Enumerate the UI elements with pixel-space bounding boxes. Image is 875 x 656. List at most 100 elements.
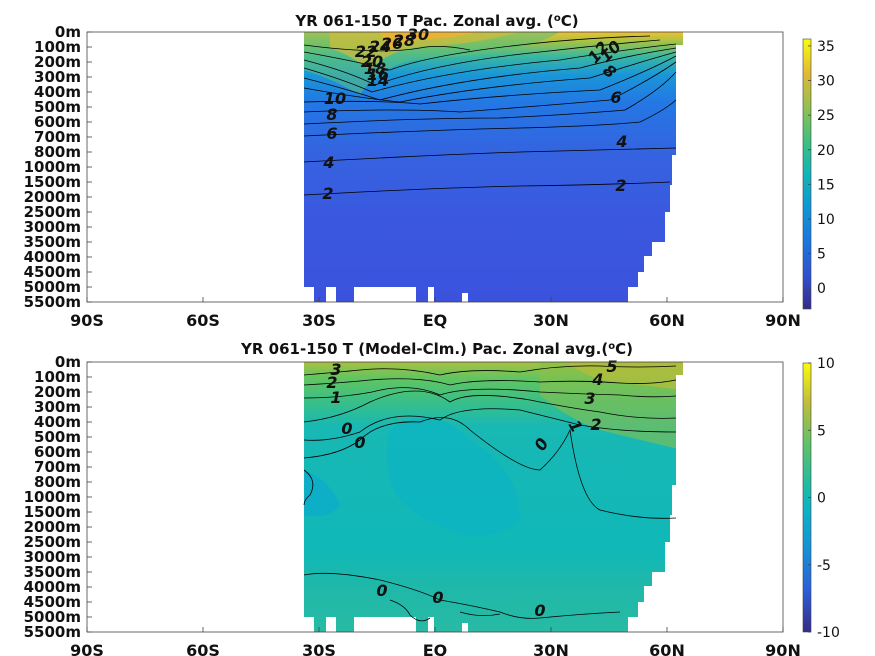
contour-label: 0 xyxy=(354,433,365,452)
colorbar-tick-label: 20 xyxy=(817,143,835,159)
y-tick-label: 700m xyxy=(34,458,81,476)
contour-label: 4 xyxy=(591,370,603,389)
y-tick-label: 5000m xyxy=(24,278,81,296)
contour-label: 4 xyxy=(322,153,334,172)
y-tick-label: 3500m xyxy=(24,563,81,581)
x-tick-label: 90S xyxy=(70,311,104,330)
y-tick-label: 5000m xyxy=(24,608,81,626)
colorbar: 10 5 0 -5 -10 xyxy=(802,356,840,641)
y-tick-label: 2000m xyxy=(24,188,81,206)
x-tick-label: 60N xyxy=(649,311,685,330)
y-tick-label: 2000m xyxy=(24,518,81,536)
y-tick-label: 5500m xyxy=(24,293,81,311)
colorbar-tick-label: 15 xyxy=(817,177,835,193)
x-tick-label: 90N xyxy=(765,311,801,330)
contour-label: 5 xyxy=(606,357,617,376)
y-tick-label: 600m xyxy=(34,443,81,461)
contour-label: 4 xyxy=(615,132,627,151)
x-axis-latitude: 90S 60S 30S EQ 30N 60N 90N xyxy=(70,297,801,330)
x-tick-label: 30N xyxy=(533,311,569,330)
y-tick-label: 100m xyxy=(34,368,81,386)
y-tick-label: 3000m xyxy=(24,548,81,566)
y-tick-label: 500m xyxy=(34,428,81,446)
contour-label: 10 xyxy=(324,89,346,108)
contour-label: 1 xyxy=(330,388,341,407)
x-tick-label: 60S xyxy=(186,641,220,656)
y-tick-label: 700m xyxy=(34,128,81,146)
colorbar: 35 30 25 20 15 10 5 0 xyxy=(802,38,835,310)
x-axis-latitude: 90S 60S 30S EQ 30N 60N 90N xyxy=(70,627,801,656)
colorbar-tick-label: 30 xyxy=(817,74,835,90)
contour-label: 16 xyxy=(367,65,389,84)
y-tick-label: 1000m xyxy=(24,488,81,506)
y-tick-label: 200m xyxy=(34,53,81,71)
anomaly-panel: YR 061-150 T (Model-Clm.) Pac. Zonal avg… xyxy=(24,340,840,656)
contour-label: 3 xyxy=(584,389,595,408)
y-tick-label: 300m xyxy=(34,68,81,86)
colorbar-gradient xyxy=(802,38,812,310)
y-tick-label: 400m xyxy=(34,413,81,431)
y-tick-label: 300m xyxy=(34,398,81,416)
contour-label: 0 xyxy=(341,419,352,438)
y-tick-label: 800m xyxy=(34,473,81,491)
colorbar-tick-label: -5 xyxy=(817,558,831,574)
temperature-field xyxy=(304,32,683,302)
colorbar-tick-label: 25 xyxy=(817,108,835,124)
x-tick-label: 30S xyxy=(302,641,336,656)
x-tick-label: 60S xyxy=(186,311,220,330)
contour-label: 20 xyxy=(361,52,383,71)
panel-title: YR 061-150 T Pac. Zonal avg. (oC) xyxy=(294,12,578,30)
y-tick-label: 1000m xyxy=(24,158,81,176)
x-tick-label: 30N xyxy=(533,641,569,656)
y-axis-depth: 0m100m200m300m400m500m600m700m800m1000m1… xyxy=(24,353,92,641)
contour-label: 6 xyxy=(326,124,337,143)
y-tick-label: 4000m xyxy=(24,248,81,266)
colorbar-tick-label: 10 xyxy=(817,212,835,228)
y-tick-label: 3500m xyxy=(24,233,81,251)
x-tick-label: 90N xyxy=(765,641,801,656)
y-tick-label: 200m xyxy=(34,383,81,401)
contour-label: 30 xyxy=(407,25,429,44)
contour-label: 18 xyxy=(364,59,386,78)
contour-label: 8 xyxy=(326,105,337,124)
y-tick-label: 4500m xyxy=(24,593,81,611)
x-tick-label: EQ xyxy=(423,311,448,330)
colorbar-tick-label: 5 xyxy=(817,423,826,439)
y-tick-label: 5500m xyxy=(24,623,81,641)
colorbar-tick-label: 10 xyxy=(817,356,835,372)
y-tick-label: 0m xyxy=(55,23,81,41)
colorbar-tick-label: -10 xyxy=(817,625,840,641)
contour-label: 26 xyxy=(381,34,403,53)
y-tick-label: 4500m xyxy=(24,263,81,281)
x-tick-label: 90S xyxy=(70,641,104,656)
x-tick-label: 60N xyxy=(649,641,685,656)
contour-label: 0 xyxy=(534,601,545,620)
y-tick-label: 4000m xyxy=(24,578,81,596)
colorbar-tick-label: 35 xyxy=(817,39,835,55)
y-tick-label: 400m xyxy=(34,83,81,101)
contour-label: 24 xyxy=(369,37,391,56)
contour-label: 3 xyxy=(330,360,341,379)
y-tick-label: 800m xyxy=(34,143,81,161)
temperature-contours xyxy=(303,35,677,196)
y-tick-label: 1500m xyxy=(24,173,81,191)
y-tick-label: 2500m xyxy=(24,533,81,551)
contour-label: 6 xyxy=(610,88,621,107)
y-tick-label: 1500m xyxy=(24,503,81,521)
y-tick-label: 500m xyxy=(34,98,81,116)
anomaly-field xyxy=(304,362,683,632)
contour-label: 2 xyxy=(615,176,626,195)
x-tick-label: EQ xyxy=(423,641,448,656)
panel-title: YR 061-150 T (Model-Clm.) Pac. Zonal avg… xyxy=(240,340,633,358)
y-tick-label: 0m xyxy=(55,353,81,371)
y-tick-label: 3000m xyxy=(24,218,81,236)
x-tick-label: 30S xyxy=(302,311,336,330)
anomaly-contours xyxy=(303,365,677,622)
colorbar-tick-label: 5 xyxy=(817,247,826,263)
contour-label: 0 xyxy=(376,581,387,600)
contour-label: 22 xyxy=(355,42,377,61)
y-tick-label: 100m xyxy=(34,38,81,56)
temperature-panel: YR 061-150 T Pac. Zonal avg. (oC) xyxy=(24,12,835,330)
y-axis-depth: 0m100m200m300m400m500m600m700m800m1000m1… xyxy=(24,23,92,311)
